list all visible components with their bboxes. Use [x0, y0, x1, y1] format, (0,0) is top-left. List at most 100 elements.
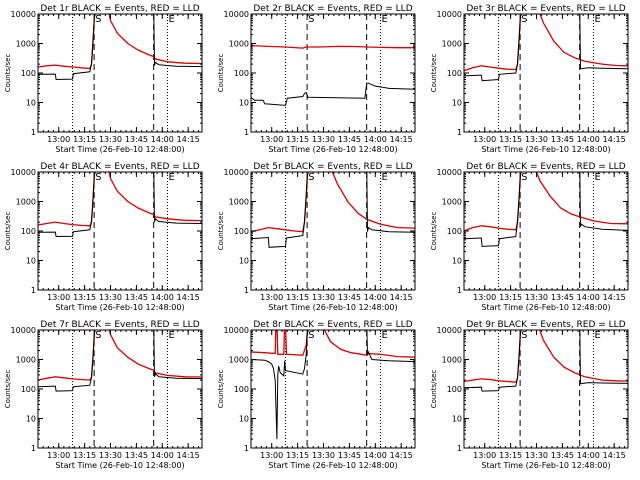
- y-tick-label: 10: [239, 99, 249, 108]
- y-axis-label: Counts/sec: [217, 54, 225, 93]
- x-tick-label: 13:45: [125, 451, 148, 460]
- marker-label: S: [95, 172, 101, 183]
- x-tick-label: 13:00: [47, 451, 70, 460]
- x-axis-label: Start Time (26-Feb-10 12:48:00): [481, 303, 610, 312]
- series-group: [38, 172, 202, 238]
- plot-frame: [37, 171, 203, 291]
- series-line: [464, 330, 628, 392]
- x-tick-label: 13:15: [286, 451, 309, 460]
- chart-title: Det 2r BLACK = Events, RED = LLD: [253, 4, 412, 14]
- x-tick-label: 13:45: [338, 451, 361, 460]
- x-tick-label: 13:45: [125, 293, 148, 302]
- x-tick-label: 13:30: [525, 451, 548, 460]
- series-line: [464, 14, 628, 82]
- x-tick-label: 13:30: [312, 293, 335, 302]
- x-tick-label: 14:15: [390, 135, 413, 144]
- y-tick-label: 100: [21, 385, 36, 394]
- x-tick-label: 13:30: [312, 451, 335, 460]
- marker-label: S: [308, 172, 314, 183]
- marker-label: S: [521, 330, 527, 341]
- y-tick-label: 10: [26, 99, 36, 108]
- x-tick-label: 13:15: [73, 451, 96, 460]
- y-tick-label: 1: [457, 128, 462, 137]
- x-tick-label: 13:45: [551, 135, 574, 144]
- chart-title: Det 5r BLACK = Events, RED = LLD: [253, 162, 412, 172]
- marker-label: E: [594, 172, 600, 183]
- y-tick-label: 10: [239, 257, 249, 266]
- x-tick-label: 13:30: [312, 135, 335, 144]
- y-tick-label: 100: [234, 227, 249, 236]
- x-axis-label: Start Time (26-Feb-10 12:48:00): [481, 145, 610, 154]
- series-line: [251, 82, 415, 106]
- y-tick-label: 100: [21, 227, 36, 236]
- y-tick-label: 100: [447, 227, 462, 236]
- y-tick-label: 10000: [224, 168, 249, 177]
- series-group: [464, 172, 628, 247]
- marker-label: S: [95, 14, 101, 25]
- y-tick-label: 10000: [11, 326, 36, 335]
- marker-label: E: [594, 330, 600, 341]
- y-tick-label: 1: [244, 286, 249, 295]
- series-line: [464, 330, 628, 383]
- marker-label: S: [95, 330, 101, 341]
- y-tick-label: 1000: [229, 198, 249, 207]
- series-group: [464, 330, 628, 392]
- x-axis-label: Start Time (26-Feb-10 12:48:00): [55, 145, 184, 154]
- x-tick-label: 13:00: [473, 135, 496, 144]
- marker-label: E: [168, 14, 174, 25]
- x-tick-label: 13:45: [338, 135, 361, 144]
- x-tick-label: 13:45: [551, 451, 574, 460]
- x-tick-label: 14:00: [577, 135, 600, 144]
- y-tick-label: 10000: [437, 10, 462, 19]
- chart-title: Det 6r BLACK = Events, RED = LLD: [466, 162, 625, 172]
- y-tick-label: 1: [31, 444, 36, 453]
- x-tick-label: 13:30: [525, 135, 548, 144]
- x-tick-label: 13:45: [125, 135, 148, 144]
- y-tick-label: 10000: [11, 10, 36, 19]
- y-tick-label: 1: [31, 128, 36, 137]
- x-axis-label: Start Time (26-Feb-10 12:48:00): [481, 461, 610, 470]
- y-tick-label: 100: [21, 69, 36, 78]
- y-tick-label: 1000: [16, 198, 36, 207]
- chart-title: Det 1r BLACK = Events, RED = LLD: [40, 4, 199, 14]
- plot-frame: [250, 171, 416, 291]
- series-line: [251, 330, 415, 440]
- x-tick-label: 13:30: [525, 293, 548, 302]
- y-tick-label: 10: [452, 415, 462, 424]
- x-tick-label: 13:15: [73, 135, 96, 144]
- marker-label: E: [168, 172, 174, 183]
- x-tick-label: 14:15: [390, 451, 413, 460]
- x-tick-label: 14:15: [603, 293, 626, 302]
- x-tick-label: 14:00: [364, 293, 387, 302]
- x-tick-label: 14:15: [603, 135, 626, 144]
- marker-label: E: [381, 172, 387, 183]
- series-group: [38, 14, 202, 81]
- series-line: [38, 330, 202, 392]
- x-tick-label: 13:15: [286, 135, 309, 144]
- x-tick-label: 14:00: [151, 293, 174, 302]
- y-tick-label: 100: [234, 69, 249, 78]
- y-tick-label: 10000: [437, 168, 462, 177]
- y-tick-label: 10: [452, 99, 462, 108]
- y-tick-label: 1000: [442, 40, 462, 49]
- x-tick-label: 13:15: [286, 293, 309, 302]
- y-tick-label: 10000: [224, 10, 249, 19]
- series-group: [251, 172, 415, 248]
- x-tick-label: 13:30: [99, 451, 122, 460]
- x-tick-label: 13:45: [551, 293, 574, 302]
- y-axis-label: Counts/sec: [4, 212, 12, 251]
- series-group: [251, 44, 415, 106]
- marker-label: S: [308, 14, 314, 25]
- plot-frame: [37, 329, 203, 449]
- y-tick-label: 10000: [437, 326, 462, 335]
- y-tick-label: 1: [457, 444, 462, 453]
- series-line: [464, 172, 628, 247]
- series-group: [38, 330, 202, 392]
- x-axis-label: Start Time (26-Feb-10 12:48:00): [268, 461, 397, 470]
